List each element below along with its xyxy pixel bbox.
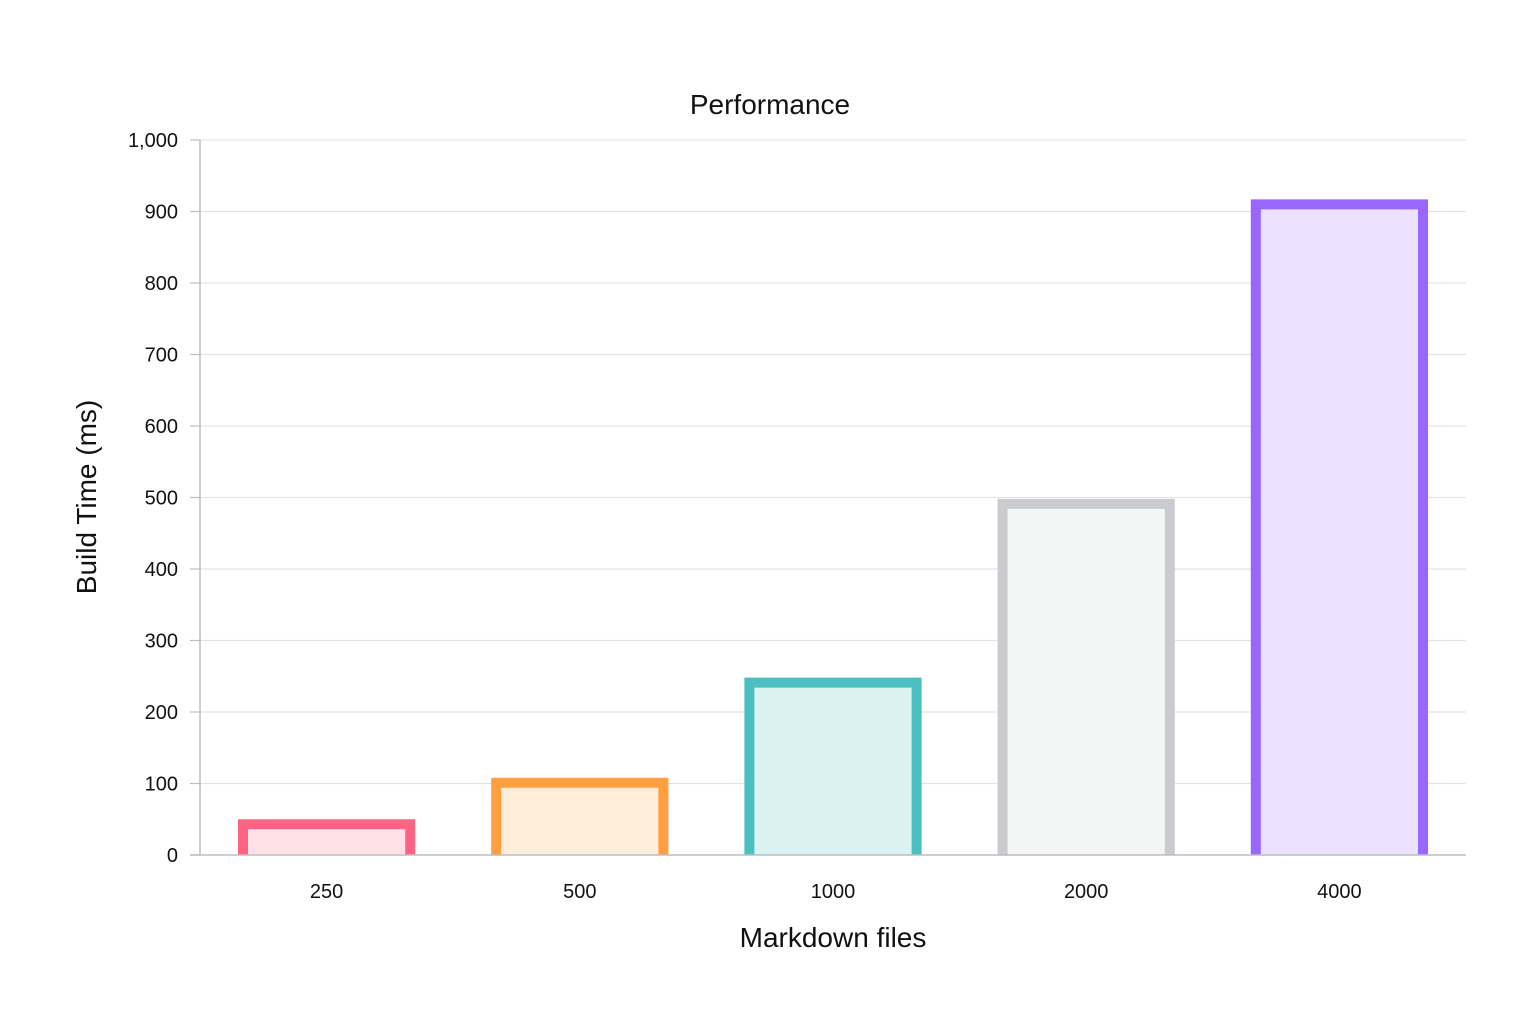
y-tick-label: 200: [145, 702, 178, 724]
y-tick-label: 700: [145, 345, 178, 367]
y-tick-label: 600: [145, 416, 178, 438]
bar-fill-1000: [749, 682, 917, 855]
x-tick-label: 2000: [1064, 881, 1109, 903]
bar-fill-500: [496, 782, 664, 855]
x-tick-label: 250: [310, 881, 343, 903]
x-axis-title: Markdown files: [740, 922, 927, 953]
y-tick-label: 800: [145, 273, 178, 295]
y-tick-label: 300: [145, 631, 178, 653]
y-axis-title: Build Time (ms): [71, 400, 102, 594]
y-tick-label: 0: [167, 845, 178, 867]
y-tick-label: 900: [145, 202, 178, 224]
bar-250: [237, 819, 416, 855]
y-tick-label: 400: [145, 559, 178, 581]
bars: [237, 199, 1429, 856]
bar-1000: [744, 677, 922, 855]
bar-fill-4000: [1255, 204, 1424, 856]
x-tick-label: 500: [563, 881, 596, 903]
y-tick-labels: 0 100 200 300 400 500 600 700 800 900 1,000: [128, 130, 178, 867]
x-tick-label: 4000: [1317, 881, 1362, 903]
x-tick-labels: 250 500 1000 2000 4000: [310, 881, 1362, 903]
bar-2000: [997, 498, 1175, 855]
y-tick-label: 100: [145, 774, 178, 796]
bar-4000: [1250, 199, 1429, 855]
bar-fill-250: [242, 824, 411, 855]
bar-fill-2000: [1002, 503, 1170, 855]
bar-500: [491, 777, 669, 855]
chart-title: Performance: [690, 89, 850, 120]
axes: [190, 140, 1466, 856]
y-tick-label: 1,000: [128, 130, 178, 152]
y-tick-label: 500: [145, 488, 178, 510]
x-tick-label: 1000: [811, 881, 856, 903]
